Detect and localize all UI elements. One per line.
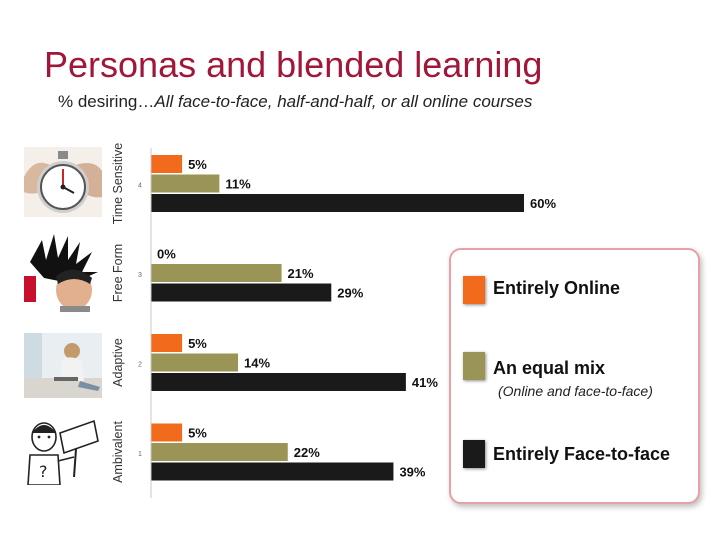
legend-note-mix: (Online and face-to-face) [498,383,653,399]
stopwatch-icon [24,147,102,217]
bar [151,373,406,391]
subtitle-rest: All face-to-face, half-and-half, or all … [154,92,533,111]
data-label: 5% [188,426,207,441]
legend-label-mix: An equal mix [493,358,606,378]
category-number: 1 [138,451,142,458]
subtitle-prefix: % desiring… [58,92,155,111]
bar [151,283,332,302]
bar [151,264,282,282]
data-label: 29% [337,286,363,301]
bar [151,462,394,481]
bar [151,334,183,352]
slide-title: Personas and blended learning [44,44,543,85]
data-label: 11% [225,177,251,192]
legend-swatch-mix [463,352,485,380]
data-label: 14% [244,356,270,371]
svg-text:?: ? [39,462,48,481]
slide-subtitle: % desiring…All face-to-face, half-and-ha… [58,92,532,112]
data-label: 22% [294,445,320,460]
data-label: 0% [157,247,176,262]
category-label: Time Sensitive [111,143,125,225]
data-label: 41% [412,375,438,390]
legend-label-online: Entirely Online [493,278,621,298]
bar [151,174,220,193]
category-label: Ambivalent [111,421,125,483]
category-number: 4 [138,183,142,190]
bar [151,443,288,461]
bar [151,353,239,372]
legend-swatch-online [463,276,485,304]
data-label: 21% [288,266,314,281]
category-label: Free Form [111,244,125,302]
data-label: 5% [188,157,207,172]
person-with-laptop-icon [24,333,102,398]
bar [151,423,183,442]
bar [151,155,183,173]
chart-legend: Entirely Online An equal mix (Online and… [449,248,700,504]
category-number: 3 [138,272,142,279]
legend-swatch-face [463,440,485,468]
bar [151,194,524,212]
data-label: 39% [399,465,425,480]
who-cares-sign-person-icon: ? [24,417,102,485]
legend-label-face: Entirely Face-to-face [493,444,671,464]
category-number: 2 [138,362,142,369]
data-label: 60% [530,196,556,211]
category-label: Adaptive [111,338,125,387]
data-label: 5% [188,336,207,351]
spiky-hair-person-icon [24,232,102,312]
